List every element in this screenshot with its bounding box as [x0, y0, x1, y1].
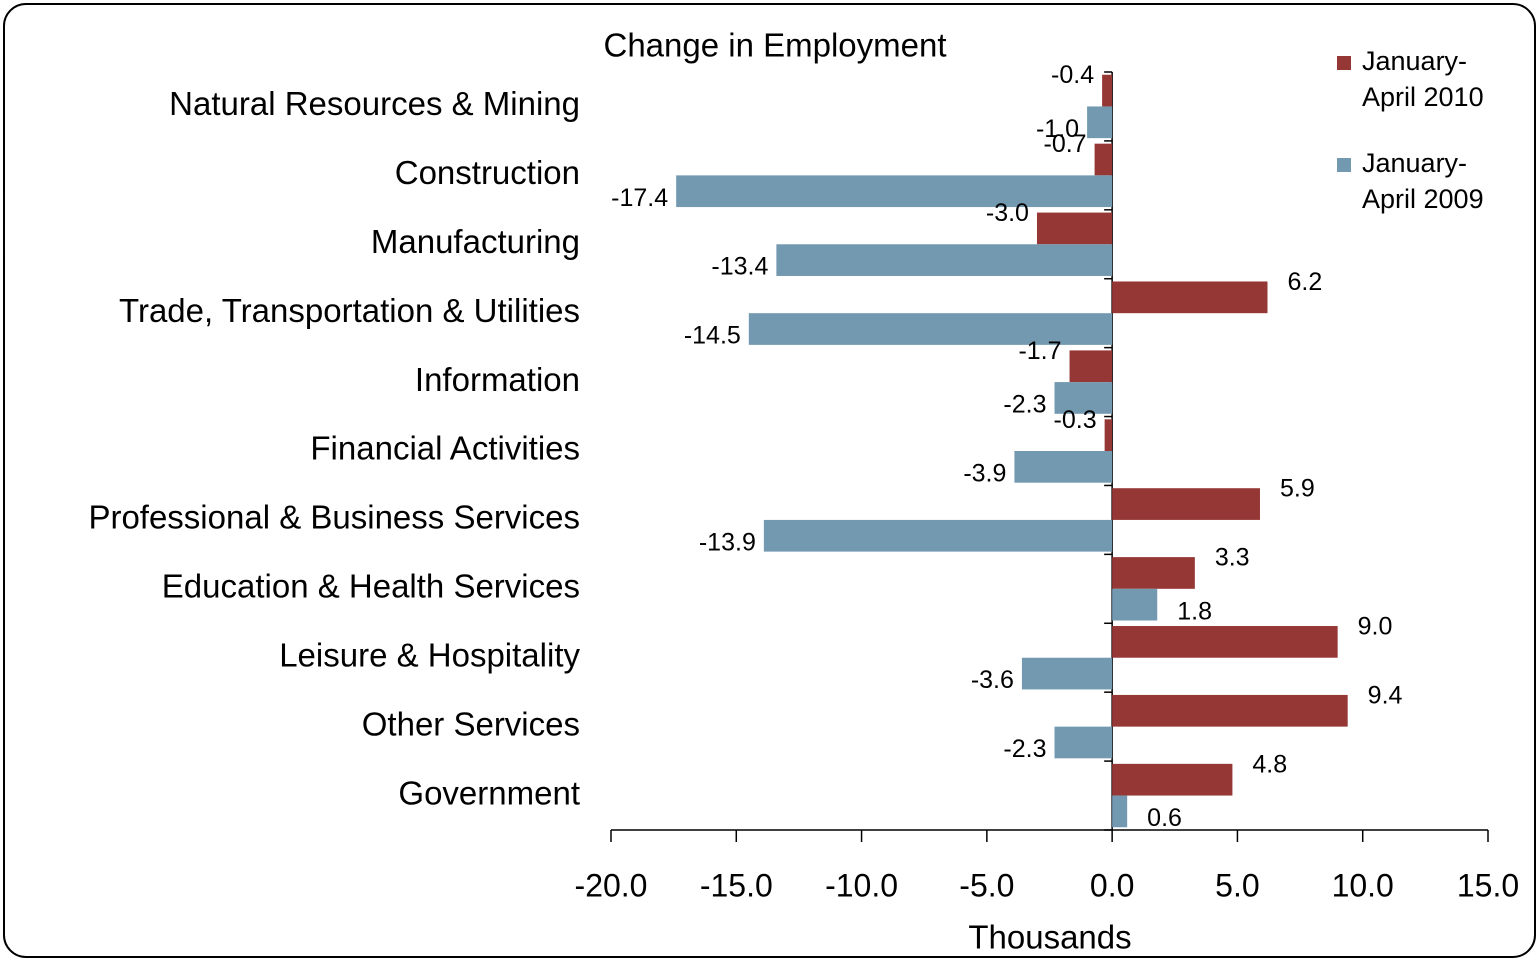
x-tick-label: -15.0	[700, 867, 773, 903]
y-tick-label: Government	[398, 774, 580, 811]
x-axis-label: Thousands	[968, 919, 1131, 956]
bar	[1069, 350, 1113, 383]
data-label: -0.7	[1044, 130, 1087, 158]
bar	[1112, 795, 1128, 828]
x-tick-label: 15.0	[1457, 867, 1519, 903]
data-label: 1.8	[1177, 597, 1212, 625]
bar	[1112, 763, 1233, 796]
bar	[1054, 382, 1113, 414]
legend-line: April 2010	[1362, 82, 1484, 112]
bar	[1094, 143, 1113, 176]
data-label: -3.9	[963, 459, 1006, 487]
bar	[1112, 626, 1338, 658]
y-tick-label: Information	[415, 361, 580, 398]
data-label: -13.4	[711, 253, 768, 281]
x-tick-label: 0.0	[1090, 867, 1134, 903]
data-label: -1.7	[1018, 337, 1061, 365]
x-tick-label: -5.0	[959, 867, 1014, 903]
legend-line: April 2009	[1362, 184, 1484, 214]
y-tick-label: Financial Activities	[310, 430, 580, 467]
legend-label: January- April 2010	[1362, 46, 1484, 112]
chart-title: Change in Employment	[603, 27, 946, 64]
data-label: -14.5	[684, 322, 741, 350]
legend-swatch	[1337, 158, 1351, 172]
data-label: 9.4	[1368, 681, 1403, 709]
data-label: 9.0	[1358, 612, 1393, 640]
legend-line: January-	[1362, 148, 1467, 178]
y-tick-label: Leisure & Hospitality	[279, 636, 580, 673]
data-label: -2.3	[1003, 735, 1046, 763]
data-label: -0.3	[1054, 406, 1097, 434]
data-label: 5.9	[1280, 475, 1315, 503]
bar	[1112, 588, 1158, 621]
bar	[1104, 419, 1113, 451]
data-label: -17.4	[611, 184, 668, 212]
bar	[676, 175, 1113, 208]
data-label: -3.0	[986, 199, 1029, 227]
bar	[776, 244, 1113, 276]
x-tick-label: -10.0	[825, 867, 898, 903]
data-label: -3.6	[971, 666, 1014, 694]
y-tick-label: Education & Health Services	[162, 568, 580, 605]
bar	[1112, 281, 1268, 314]
legend-swatch	[1337, 56, 1351, 70]
data-label: -13.9	[699, 528, 756, 556]
y-tick-label: Manufacturing	[371, 223, 580, 260]
bar	[748, 313, 1113, 345]
y-tick-label: Other Services	[362, 705, 580, 742]
data-label: -0.4	[1051, 61, 1094, 89]
bar	[1102, 74, 1113, 107]
data-label: -1.0	[1036, 115, 1079, 143]
bar	[1021, 657, 1113, 690]
bar	[1112, 694, 1348, 727]
bar	[1087, 106, 1113, 139]
x-tick-label: -20.0	[575, 867, 648, 903]
bar	[1014, 451, 1113, 483]
data-label: -2.3	[1003, 391, 1046, 419]
bar	[1112, 557, 1195, 589]
y-tick-label: Construction	[395, 154, 580, 191]
y-tick-label: Natural Resources & Mining	[169, 85, 580, 122]
bar	[1036, 212, 1113, 245]
data-label: 3.3	[1215, 544, 1250, 572]
data-label: 0.6	[1147, 804, 1182, 832]
x-tick-label: 5.0	[1215, 867, 1259, 903]
x-tick-label: 10.0	[1332, 867, 1394, 903]
legend-line: January-	[1362, 46, 1467, 76]
bar	[1112, 488, 1260, 520]
data-label: 4.8	[1252, 750, 1287, 778]
legend-label: January- April 2009	[1362, 148, 1484, 214]
bar	[1054, 726, 1113, 759]
data-label: 6.2	[1287, 268, 1322, 296]
y-tick-label: Trade, Transportation & Utilities	[119, 292, 580, 329]
y-tick-label: Professional & Business Services	[88, 499, 580, 536]
bar	[763, 519, 1113, 552]
